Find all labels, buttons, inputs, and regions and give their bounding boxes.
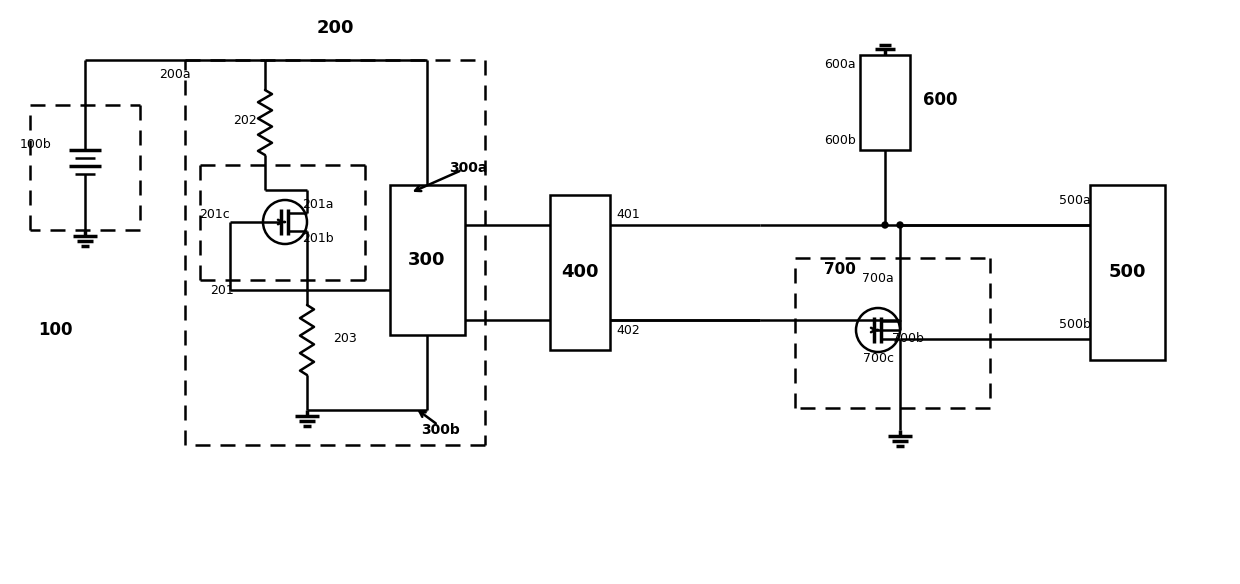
Text: 200: 200 bbox=[316, 19, 353, 37]
Bar bbox=[861, 55, 910, 150]
Text: 600b: 600b bbox=[825, 134, 856, 147]
Text: 600a: 600a bbox=[825, 58, 856, 71]
Text: 100: 100 bbox=[37, 321, 72, 339]
Text: 400: 400 bbox=[562, 263, 599, 281]
Text: 201a: 201a bbox=[303, 199, 334, 211]
Text: 201c: 201c bbox=[200, 208, 231, 221]
Text: 203: 203 bbox=[334, 332, 357, 345]
Text: 700: 700 bbox=[825, 262, 856, 277]
Text: 200a: 200a bbox=[159, 68, 191, 82]
Text: 401: 401 bbox=[616, 208, 640, 221]
Bar bbox=[391, 185, 465, 335]
Text: 700c: 700c bbox=[863, 352, 894, 364]
Bar bbox=[551, 195, 610, 350]
Text: 202: 202 bbox=[233, 113, 257, 127]
Text: 300b: 300b bbox=[420, 423, 459, 437]
Text: 500: 500 bbox=[1109, 263, 1146, 281]
Text: 500a: 500a bbox=[1059, 193, 1091, 207]
Text: 500b: 500b bbox=[1059, 318, 1091, 332]
Text: 600: 600 bbox=[923, 91, 957, 109]
Text: 700a: 700a bbox=[862, 272, 894, 284]
Text: 201: 201 bbox=[210, 283, 234, 297]
Text: 700b: 700b bbox=[892, 332, 924, 345]
Circle shape bbox=[897, 222, 903, 228]
Text: 201b: 201b bbox=[303, 231, 334, 245]
Text: 300a: 300a bbox=[449, 161, 487, 175]
Text: 100b: 100b bbox=[20, 138, 52, 151]
Text: 300: 300 bbox=[408, 251, 445, 269]
Text: 402: 402 bbox=[616, 324, 640, 336]
Circle shape bbox=[882, 222, 888, 228]
Bar bbox=[1090, 185, 1166, 360]
